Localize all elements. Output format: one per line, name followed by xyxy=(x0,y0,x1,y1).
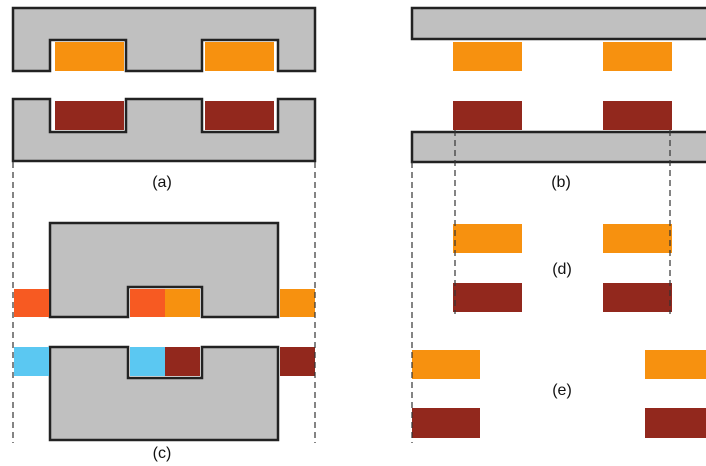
panel-c-lower-left-outer-conductor xyxy=(14,347,49,376)
guide-lines xyxy=(12,130,671,443)
panel-c-upper-slot-conductor-orange xyxy=(165,289,200,317)
panel-b-lower-core xyxy=(410,130,706,164)
panel-d: (d) xyxy=(453,224,672,312)
panel-b-upper-winding-right xyxy=(603,42,672,71)
panel-a-label: (a) xyxy=(152,174,172,191)
panel-c-upper-left-outer-conductor xyxy=(14,289,49,317)
panel-a-lower-winding-right xyxy=(205,101,274,130)
panel-c-upper-slot-conductor-red xyxy=(130,289,165,317)
panel-a-upper-winding-left xyxy=(55,42,124,71)
panel-d-lower-winding-right xyxy=(603,283,672,312)
panel-d-upper-winding-right xyxy=(603,224,672,253)
panel-b: (b) xyxy=(410,6,706,191)
panel-b-label: (b) xyxy=(551,174,571,191)
panel-a-lower-core xyxy=(11,97,317,163)
panel-e-lower-winding-right xyxy=(645,408,706,438)
panel-d-label: (d) xyxy=(552,261,572,278)
panel-a-lower-winding-left xyxy=(55,101,124,130)
panel-c: (c) xyxy=(14,221,315,462)
panel-e-label: (e) xyxy=(552,382,572,399)
panel-c-lower-slot-conductor-blue xyxy=(130,347,165,376)
panel-e: (e) xyxy=(412,350,706,438)
panel-b-upper-winding-left xyxy=(453,42,522,71)
panel-a-upper-core xyxy=(11,6,317,73)
panel-e-upper-winding-right xyxy=(645,350,706,379)
panel-c-upper-core xyxy=(48,221,280,319)
panel-a-upper-winding-right xyxy=(205,42,274,71)
panel-d-lower-winding-left xyxy=(453,283,522,312)
panel-b-lower-winding-right xyxy=(603,101,672,130)
panel-b-lower-winding-left xyxy=(453,101,522,130)
panel-c-lower-right-outer-conductor xyxy=(280,347,315,376)
panel-e-upper-winding-left xyxy=(412,350,480,379)
panel-c-label: (c) xyxy=(153,445,172,462)
panel-d-upper-winding-left xyxy=(453,224,522,253)
panel-c-lower-slot-conductor-darkred xyxy=(165,347,200,376)
panel-c-lower-core xyxy=(48,345,280,442)
panel-c-upper-right-outer-conductor xyxy=(280,289,315,317)
panel-b-upper-core xyxy=(410,6,706,41)
panel-a: (a) xyxy=(11,6,317,191)
panel-e-lower-winding-left xyxy=(412,408,480,438)
